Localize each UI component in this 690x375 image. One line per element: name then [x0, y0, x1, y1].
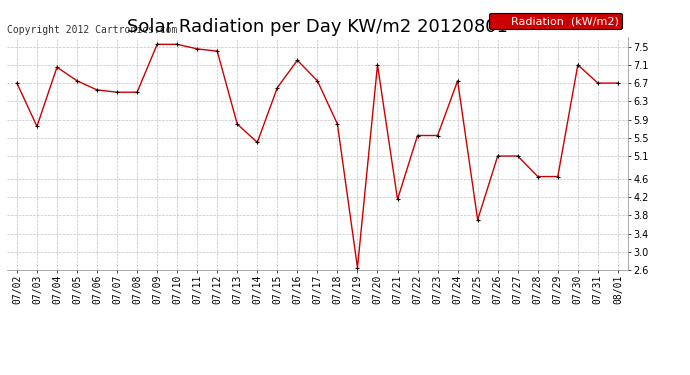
Title: Solar Radiation per Day KW/m2 20120801: Solar Radiation per Day KW/m2 20120801: [127, 18, 508, 36]
Legend: Radiation  (kW/m2): Radiation (kW/m2): [489, 13, 622, 30]
Text: Copyright 2012 Cartronics.com: Copyright 2012 Cartronics.com: [7, 25, 177, 35]
